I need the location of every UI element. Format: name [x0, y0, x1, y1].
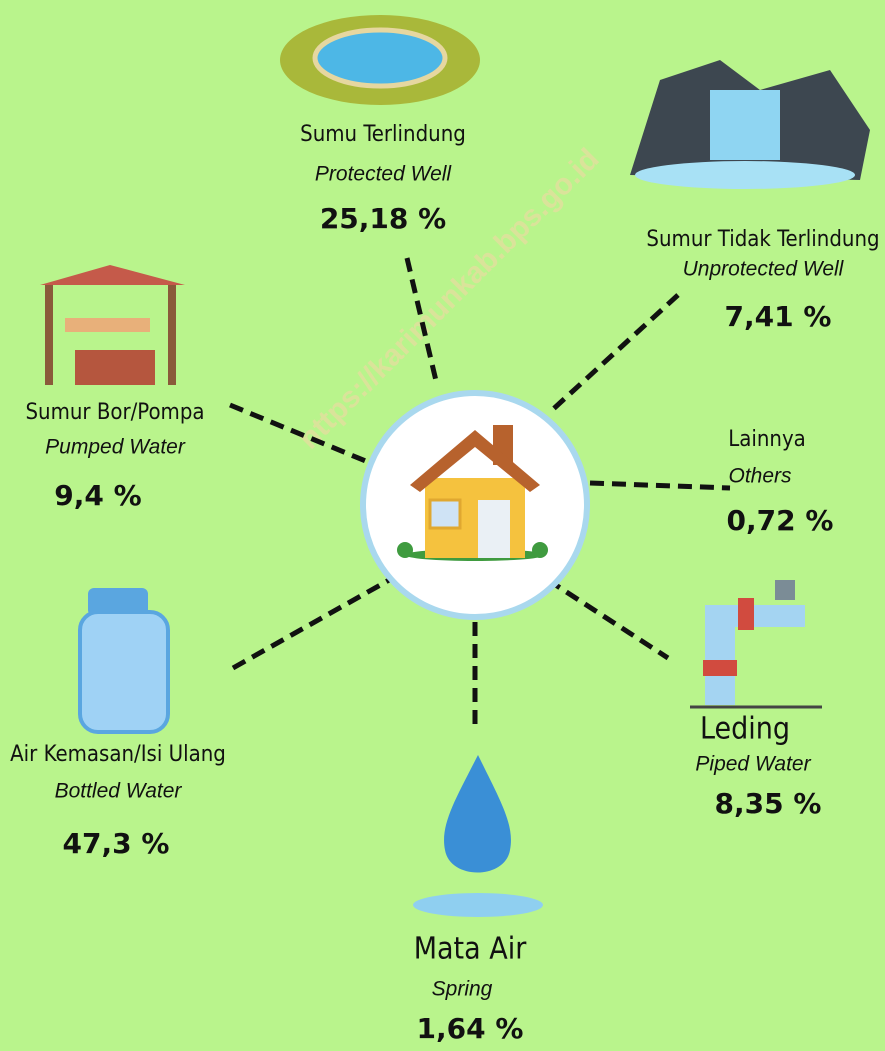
label-en: Protected Well [315, 163, 453, 186]
value: 9,4 % [54, 479, 141, 512]
label-id: Sumur Tidak Terlindung [646, 227, 879, 252]
label-id: Mata Air [414, 932, 527, 967]
label-en: Pumped Water [45, 436, 186, 459]
value: 8,35 % [715, 787, 822, 820]
label-en: Piped Water [695, 753, 811, 776]
value: 1,64 % [417, 1012, 524, 1045]
infographic: https://karimunkab.bps.go.id [0, 0, 885, 1051]
value: 47,3 % [63, 827, 170, 860]
label-id: Air Kemasan/Isi Ulang [10, 742, 226, 767]
value: 0,72 % [727, 504, 834, 537]
node-protected-well: Sumu Terlindung Protected Well 25,18 % [300, 122, 466, 235]
house-hub [363, 393, 587, 617]
label-en: Bottled Water [55, 780, 183, 803]
label-en: Spring [432, 978, 493, 1001]
value: 7,41 % [725, 300, 832, 333]
label-id: Sumu Terlindung [300, 122, 466, 147]
label-id: Leding [700, 712, 790, 747]
label-id: Lainnya [728, 427, 806, 452]
label-en: Others [728, 465, 792, 488]
label-en: Unprotected Well [683, 258, 845, 281]
label-id: Sumur Bor/Pompa [25, 400, 204, 425]
value: 25,18 % [320, 202, 446, 235]
